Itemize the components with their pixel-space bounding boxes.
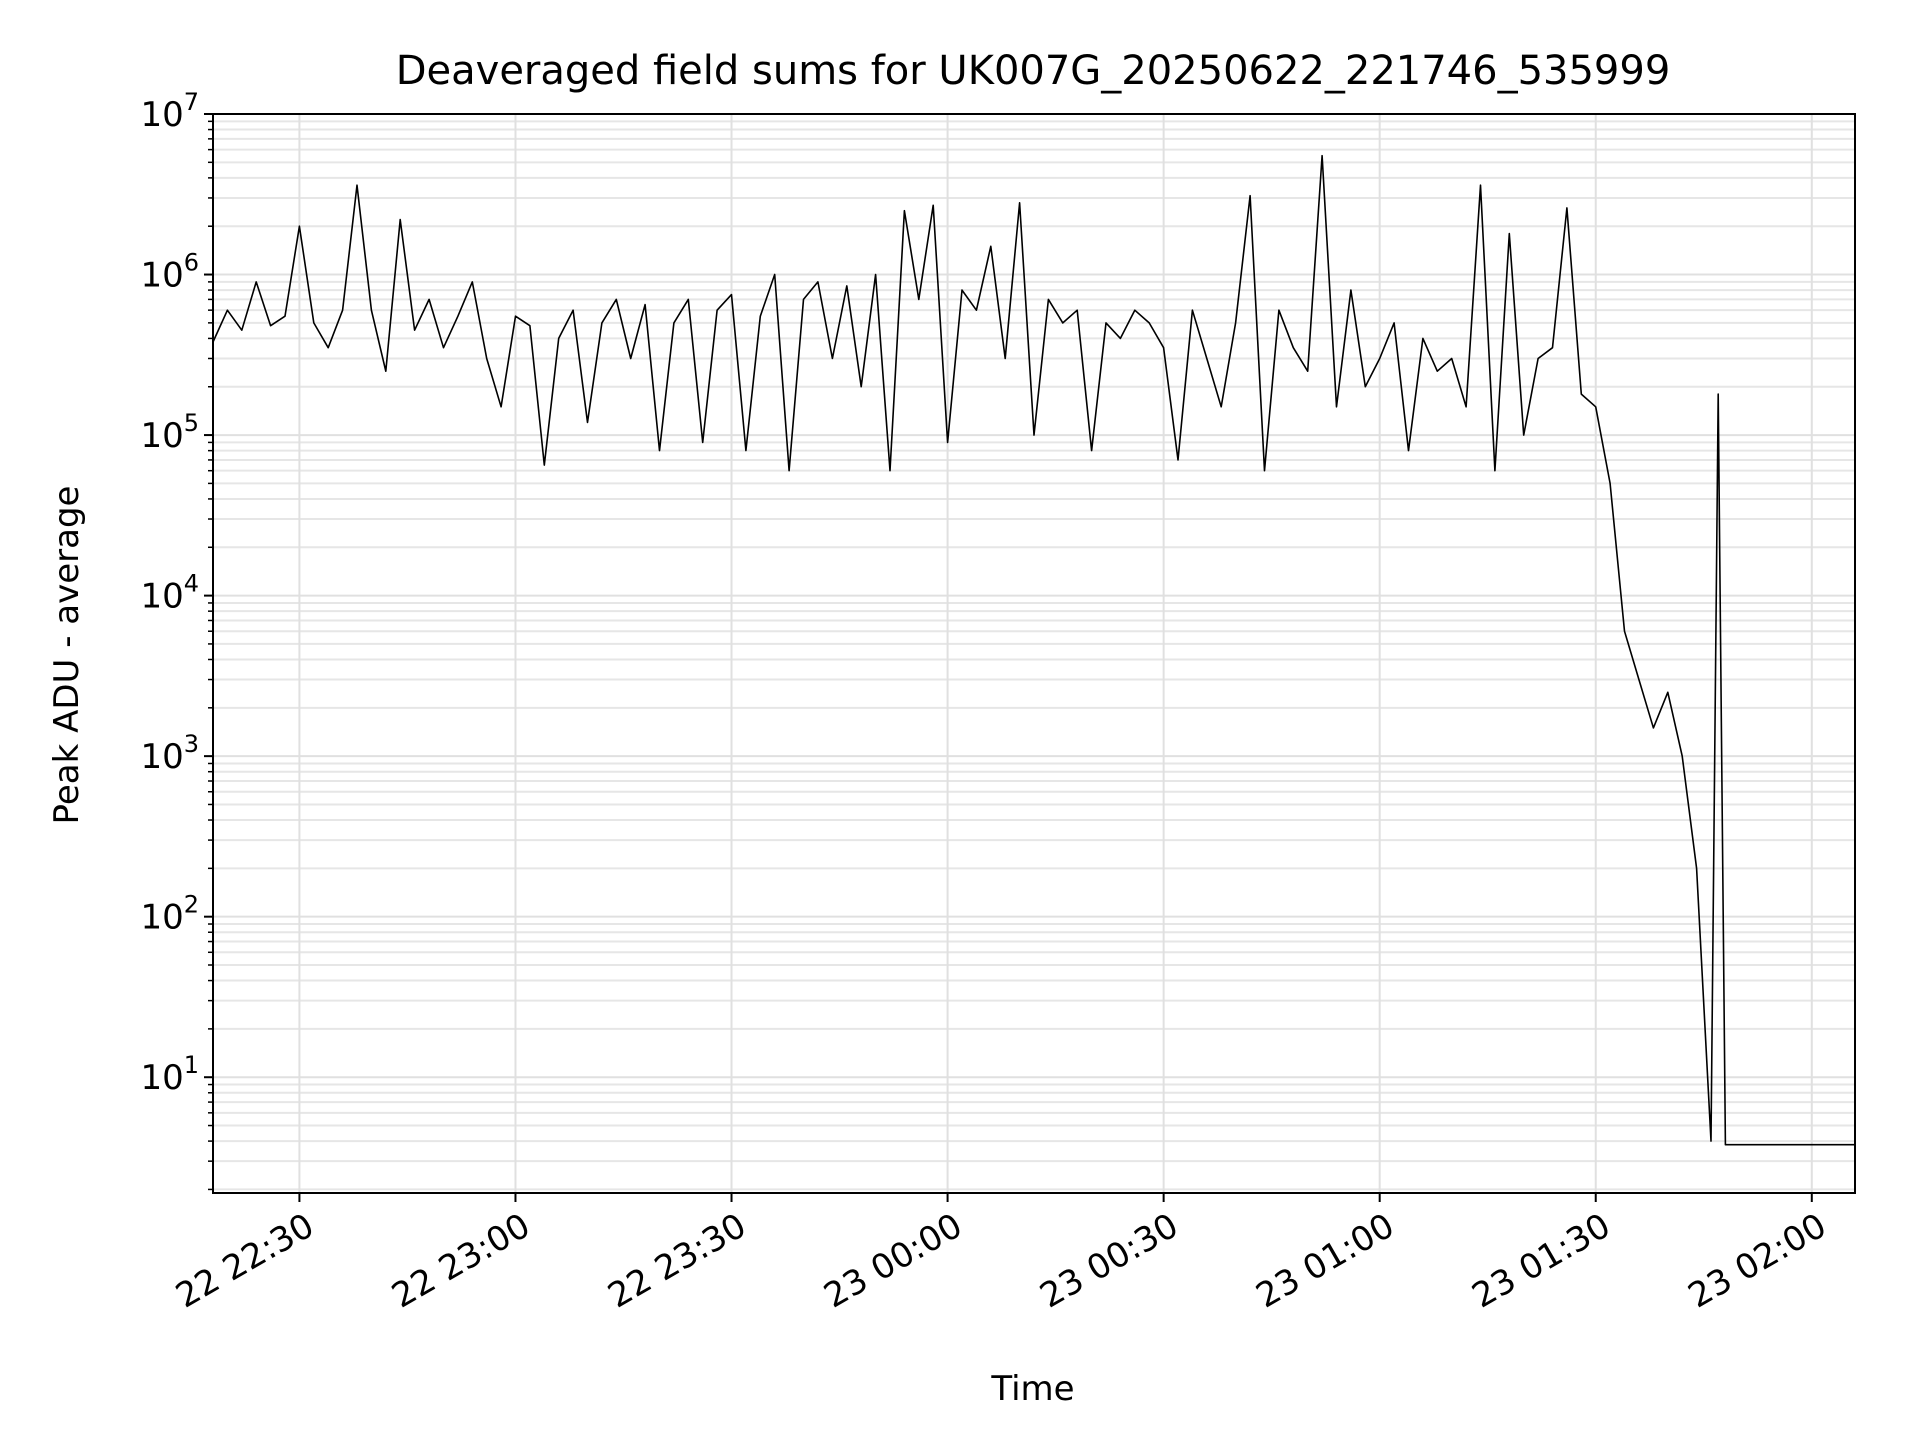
plot-area	[212, 154, 1855, 1146]
axes-border	[212, 113, 1856, 1194]
axes-frame	[212, 113, 1856, 1194]
y-tick-label: 104	[140, 570, 199, 617]
y-axis-label: Peak ADU - average	[47, 486, 87, 825]
series-line	[212, 154, 1855, 1146]
x-axis-label: Time	[990, 1369, 1074, 1409]
grid	[213, 113, 1855, 1193]
chart-title: Deaveraged field sums for UK007G_2025062…	[396, 48, 1671, 94]
